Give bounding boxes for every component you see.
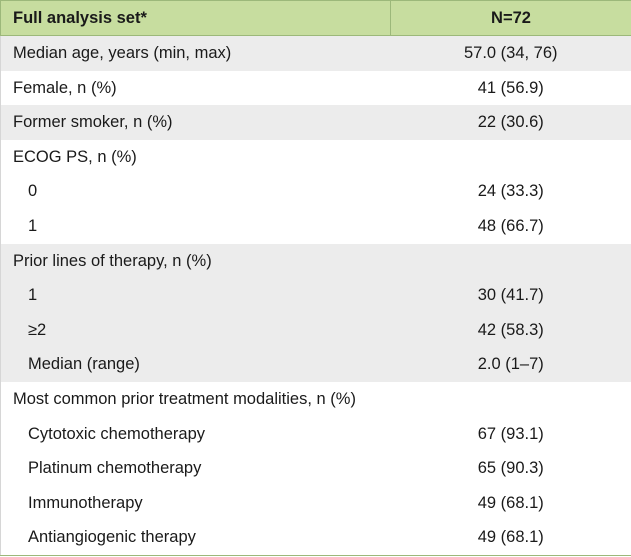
row-immunotherapy: Immunotherapy 49 (68.1) — [0, 485, 631, 521]
row-cytotoxic-chemotherapy: Cytotoxic chemotherapy 67 (93.1) — [0, 416, 631, 452]
row-former-smoker: Former smoker, n (%) 22 (30.6) — [0, 105, 631, 140]
row-label: Platinum chemotherapy — [0, 451, 391, 486]
row-label: 1 — [0, 278, 391, 313]
row-prior-lines-2-plus: ≥2 42 (58.3) — [0, 312, 631, 348]
row-value — [390, 139, 631, 175]
row-label: ECOG PS, n (%) — [0, 139, 391, 175]
row-label: Median age, years (min, max) — [0, 35, 391, 71]
header-analysis-set: Full analysis set* — [0, 0, 391, 36]
row-value — [390, 243, 631, 279]
row-value — [390, 381, 631, 417]
row-label: 0 — [0, 174, 391, 209]
row-label: Former smoker, n (%) — [0, 105, 391, 140]
row-label: Median (range) — [0, 347, 391, 382]
row-label: 1 — [0, 208, 391, 244]
row-ecog-0: 0 24 (33.3) — [0, 174, 631, 209]
row-label: Prior lines of therapy, n (%) — [0, 243, 391, 279]
row-label: ≥2 — [0, 312, 391, 348]
row-value: 65 (90.3) — [390, 451, 631, 486]
row-prior-lines-heading: Prior lines of therapy, n (%) — [0, 243, 631, 279]
row-value: 2.0 (1–7) — [390, 347, 631, 382]
row-label: Immunotherapy — [0, 485, 391, 521]
table-header-row: Full analysis set* N=72 — [0, 0, 631, 36]
row-value: 42 (58.3) — [390, 312, 631, 348]
row-label: Most common prior treatment modalities, … — [0, 381, 391, 417]
row-value: 22 (30.6) — [390, 105, 631, 140]
row-label: Cytotoxic chemotherapy — [0, 416, 391, 452]
row-label: Female, n (%) — [0, 70, 391, 106]
row-modalities-heading: Most common prior treatment modalities, … — [0, 381, 631, 417]
row-platinum-chemotherapy: Platinum chemotherapy 65 (90.3) — [0, 451, 631, 486]
row-ecog-heading: ECOG PS, n (%) — [0, 139, 631, 175]
row-prior-lines-median: Median (range) 2.0 (1–7) — [0, 347, 631, 382]
row-antiangiogenic-therapy: Antiangiogenic therapy 49 (68.1) — [0, 520, 631, 556]
row-female: Female, n (%) 41 (56.9) — [0, 70, 631, 106]
row-value: 41 (56.9) — [390, 70, 631, 106]
row-value: 67 (93.1) — [390, 416, 631, 452]
row-ecog-1: 1 48 (66.7) — [0, 208, 631, 244]
header-n-total: N=72 — [390, 0, 631, 36]
row-value: 24 (33.3) — [390, 174, 631, 209]
row-median-age: Median age, years (min, max) 57.0 (34, 7… — [0, 35, 631, 71]
row-value: 30 (41.7) — [390, 278, 631, 313]
row-value: 48 (66.7) — [390, 208, 631, 244]
row-value: 57.0 (34, 76) — [390, 35, 631, 71]
row-value: 49 (68.1) — [390, 485, 631, 521]
row-value: 49 (68.1) — [390, 520, 631, 556]
row-prior-lines-1: 1 30 (41.7) — [0, 278, 631, 313]
row-label: Antiangiogenic therapy — [0, 520, 391, 556]
